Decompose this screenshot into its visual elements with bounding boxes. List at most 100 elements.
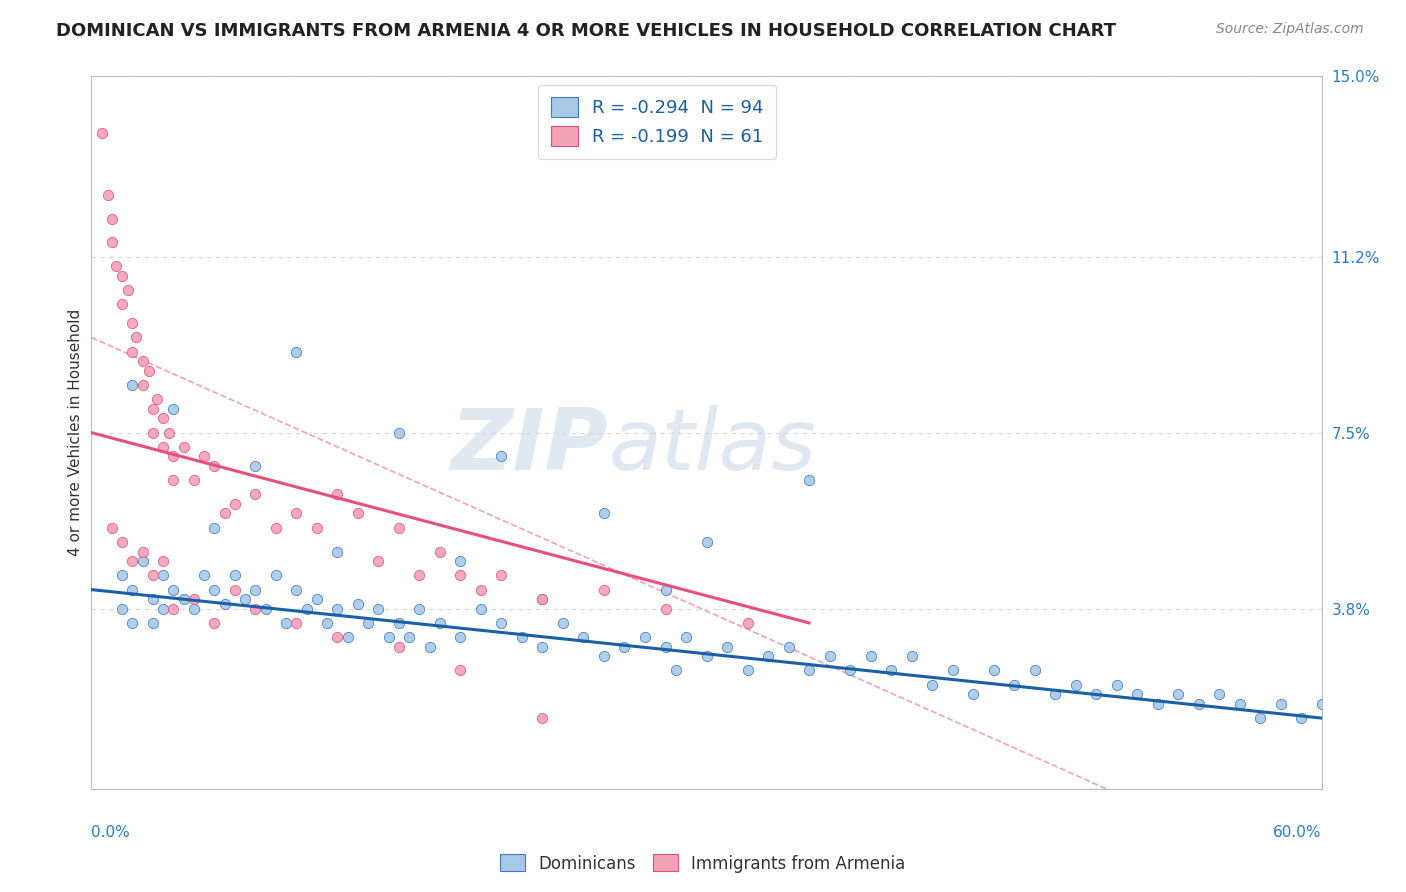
Point [193, 568, 215, 582]
Text: Source: ZipAtlas.com: Source: ZipAtlas.com [1216, 22, 1364, 37]
Point [183, 473, 205, 487]
Point [285, 615, 308, 630]
Point [921, 678, 943, 692]
Point [347, 597, 370, 611]
Point [276, 615, 298, 630]
Point [429, 615, 451, 630]
Point [326, 487, 349, 501]
Point [531, 640, 554, 654]
Point [665, 664, 688, 678]
Text: DOMINICAN VS IMMIGRANTS FROM ARMENIA 4 OR MORE VEHICLES IN HOUSEHOLD CORRELATION: DOMINICAN VS IMMIGRANTS FROM ARMENIA 4 O… [56, 22, 1116, 40]
Point [572, 630, 595, 644]
Point [202, 615, 225, 630]
Point [962, 687, 984, 701]
Point [183, 601, 205, 615]
Point [173, 592, 195, 607]
Point [202, 521, 225, 535]
Point [111, 568, 134, 582]
Point [1187, 697, 1209, 711]
Point [245, 582, 267, 597]
Point [593, 507, 616, 521]
Point [470, 582, 492, 597]
Point [121, 615, 143, 630]
Point [491, 450, 513, 464]
Point [613, 640, 636, 654]
Point [152, 601, 174, 615]
Point [491, 615, 513, 630]
Point [285, 582, 308, 597]
Point [675, 630, 697, 644]
Point [1002, 678, 1025, 692]
Point [449, 630, 471, 644]
Point [1249, 711, 1271, 725]
Point [152, 568, 174, 582]
Point [1064, 678, 1087, 692]
Point [202, 582, 225, 597]
Point [121, 378, 143, 392]
Y-axis label: 4 or more Vehicles in Household: 4 or more Vehicles in Household [67, 309, 83, 557]
Point [388, 521, 411, 535]
Point [121, 316, 143, 330]
Point [162, 473, 184, 487]
Point [531, 592, 554, 607]
Point [593, 649, 616, 664]
Point [797, 473, 820, 487]
Point [1167, 687, 1189, 701]
Point [510, 630, 533, 644]
Point [388, 615, 411, 630]
Point [285, 344, 308, 359]
Point [839, 664, 862, 678]
Point [121, 554, 143, 568]
Text: atlas: atlas [607, 405, 815, 489]
Point [654, 601, 676, 615]
Point [316, 615, 339, 630]
Point [121, 344, 143, 359]
Point [111, 268, 134, 283]
Point [305, 521, 328, 535]
Point [117, 283, 139, 297]
Point [1270, 697, 1292, 711]
Point [111, 535, 134, 549]
Point [756, 649, 779, 664]
Point [202, 458, 225, 473]
Point [105, 259, 127, 273]
Point [173, 440, 195, 454]
Legend: Dominicans, Immigrants from Armenia: Dominicans, Immigrants from Armenia [494, 847, 912, 880]
Point [716, 640, 738, 654]
Point [233, 592, 256, 607]
Point [737, 615, 759, 630]
Point [797, 664, 820, 678]
Point [162, 582, 184, 597]
Point [388, 640, 411, 654]
Point [983, 664, 1005, 678]
Point [101, 211, 124, 226]
Point [429, 544, 451, 558]
Point [142, 568, 165, 582]
Point [1126, 687, 1149, 701]
Point [131, 378, 153, 392]
Point [695, 649, 717, 664]
Point [449, 554, 471, 568]
Point [245, 487, 267, 501]
Point [97, 187, 120, 202]
Point [778, 640, 800, 654]
Point [142, 425, 165, 440]
Point [146, 392, 169, 407]
Point [142, 401, 165, 416]
Point [214, 597, 236, 611]
Point [111, 297, 134, 311]
Point [125, 330, 148, 344]
Point [531, 592, 554, 607]
Point [1229, 697, 1251, 711]
Point [654, 640, 676, 654]
Point [1085, 687, 1108, 701]
Point [695, 535, 717, 549]
Point [408, 601, 430, 615]
Point [1024, 664, 1046, 678]
Point [90, 126, 112, 140]
Point [285, 507, 308, 521]
Point [162, 601, 184, 615]
Point [551, 615, 574, 630]
Text: 0.0%: 0.0% [91, 825, 131, 840]
Point [245, 458, 267, 473]
